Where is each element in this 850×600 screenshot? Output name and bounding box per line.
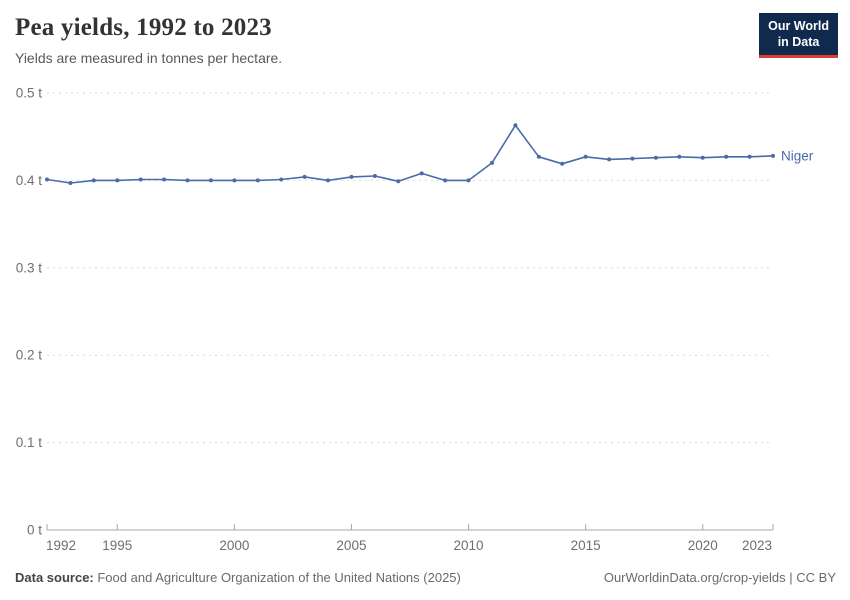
y-tick-label: 0.5 t bbox=[16, 86, 43, 101]
series-label[interactable]: Niger bbox=[781, 148, 814, 163]
data-point bbox=[372, 174, 377, 178]
data-point bbox=[443, 178, 448, 183]
owid-logo-line2: in Data bbox=[777, 35, 820, 50]
chart-subtitle: Yields are measured in tonnes per hectar… bbox=[15, 49, 283, 66]
data-point bbox=[466, 178, 471, 183]
data-point bbox=[68, 181, 73, 185]
data-point bbox=[724, 154, 729, 159]
data-point bbox=[700, 155, 705, 160]
data-point bbox=[45, 177, 49, 182]
data-point bbox=[162, 177, 167, 182]
data-point bbox=[490, 160, 494, 165]
data-point bbox=[208, 178, 213, 183]
data-point bbox=[630, 156, 635, 161]
data-point bbox=[302, 174, 307, 179]
data-source-label: Data source: bbox=[15, 570, 94, 585]
credit-link[interactable]: OurWorldinData.org/crop-yields | CC BY bbox=[603, 570, 836, 585]
data-point bbox=[349, 174, 354, 179]
y-tick-label: 0.4 t bbox=[16, 173, 43, 188]
x-tick-label: 2000 bbox=[219, 538, 249, 553]
data-point bbox=[560, 161, 565, 166]
x-tick-label: 2020 bbox=[688, 538, 718, 553]
owid-logo[interactable]: Our World in Data bbox=[759, 13, 838, 58]
data-point bbox=[138, 177, 143, 182]
data-point bbox=[185, 178, 190, 183]
y-tick-label: 0.1 t bbox=[16, 435, 43, 450]
data-point bbox=[419, 171, 424, 176]
data-point bbox=[91, 178, 96, 183]
chart-title: Pea yields, 1992 to 2023 bbox=[15, 14, 272, 41]
x-tick-label: 2005 bbox=[336, 538, 366, 553]
data-point bbox=[677, 154, 682, 159]
y-tick-label: 0.3 t bbox=[16, 260, 43, 275]
data-point bbox=[513, 123, 518, 128]
x-tick-label: 2023 bbox=[742, 538, 772, 553]
data-point bbox=[653, 155, 658, 160]
data-point bbox=[279, 177, 284, 182]
x-tick-label: 2010 bbox=[454, 538, 484, 553]
chart-header: Pea yields, 1992 to 2023 Yields are meas… bbox=[15, 14, 755, 67]
chart-footer: Data source: Food and Agriculture Organi… bbox=[15, 570, 836, 585]
owid-logo-line1: Our World bbox=[768, 19, 829, 33]
data-point bbox=[326, 178, 330, 183]
data-source: Data source: Food and Agriculture Organi… bbox=[15, 570, 461, 585]
data-point bbox=[115, 178, 120, 183]
data-point bbox=[771, 153, 775, 158]
data-point bbox=[583, 154, 588, 159]
data-point bbox=[747, 154, 752, 159]
data-source-text: Food and Agriculture Organization of the… bbox=[93, 570, 461, 585]
y-tick-label: 0 t bbox=[27, 523, 42, 538]
x-tick-label: 1992 bbox=[46, 538, 76, 553]
y-tick-label: 0.2 t bbox=[16, 348, 43, 363]
data-point bbox=[255, 178, 260, 183]
x-tick-label: 2015 bbox=[571, 538, 601, 553]
data-point bbox=[232, 178, 237, 183]
data-point bbox=[536, 154, 541, 159]
data-point bbox=[607, 157, 612, 162]
data-line bbox=[46, 124, 774, 184]
x-tick-label: 1995 bbox=[102, 538, 132, 553]
data-point bbox=[396, 179, 401, 184]
